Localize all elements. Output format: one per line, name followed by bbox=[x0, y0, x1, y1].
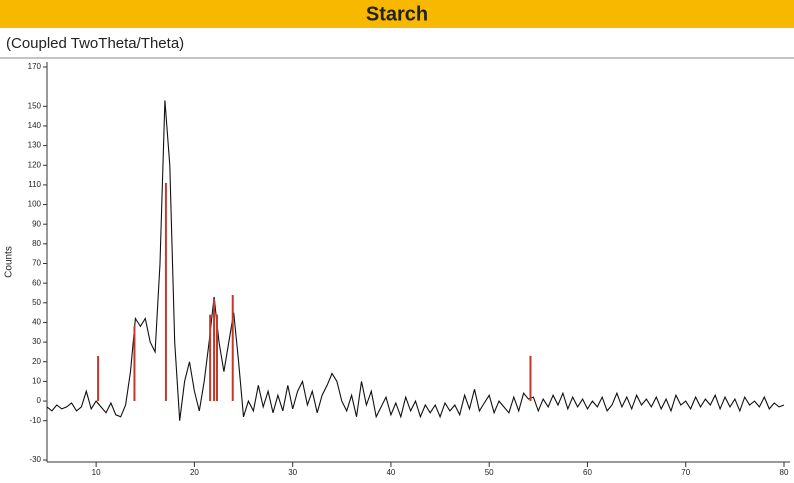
y-tick-label: 120 bbox=[28, 160, 42, 169]
y-tick-label: 130 bbox=[28, 141, 42, 150]
x-tick-label: 30 bbox=[288, 468, 297, 477]
chart-title: Starch bbox=[366, 3, 428, 25]
y-tick-label: 0 bbox=[37, 396, 42, 405]
y-tick-label: 30 bbox=[32, 337, 41, 346]
y-tick-label: -30 bbox=[29, 455, 41, 464]
y-tick-label: 80 bbox=[32, 239, 41, 248]
x-tick-label: 70 bbox=[681, 468, 690, 477]
y-tick-label: 150 bbox=[28, 101, 42, 110]
y-tick-label: 50 bbox=[32, 298, 41, 307]
y-tick-label: 90 bbox=[32, 219, 41, 228]
title-bar bbox=[0, 0, 794, 28]
y-tick-label: 170 bbox=[28, 62, 42, 71]
data-line bbox=[46, 100, 785, 421]
y-axis-label: Counts bbox=[4, 246, 15, 278]
y-tick-label: 70 bbox=[32, 259, 41, 268]
y-tick-label: 140 bbox=[28, 121, 42, 130]
y-tick-label: 40 bbox=[32, 318, 41, 327]
x-tick-label: 10 bbox=[92, 468, 101, 477]
x-tick-label: 20 bbox=[190, 468, 199, 477]
y-tick-label: 110 bbox=[28, 180, 41, 189]
y-tick-label: -10 bbox=[29, 416, 41, 425]
y-tick-label: 100 bbox=[28, 200, 42, 209]
x-tick-label: 40 bbox=[386, 468, 395, 477]
y-tick-label: 60 bbox=[32, 278, 41, 287]
x-tick-label: 60 bbox=[583, 468, 592, 477]
x-tick-label: 50 bbox=[485, 468, 494, 477]
chart-subtitle: (Coupled TwoTheta/Theta) bbox=[6, 35, 184, 52]
x-tick-label: 80 bbox=[780, 468, 789, 477]
y-tick-label: 20 bbox=[32, 357, 41, 366]
y-tick-label: 10 bbox=[32, 377, 41, 386]
